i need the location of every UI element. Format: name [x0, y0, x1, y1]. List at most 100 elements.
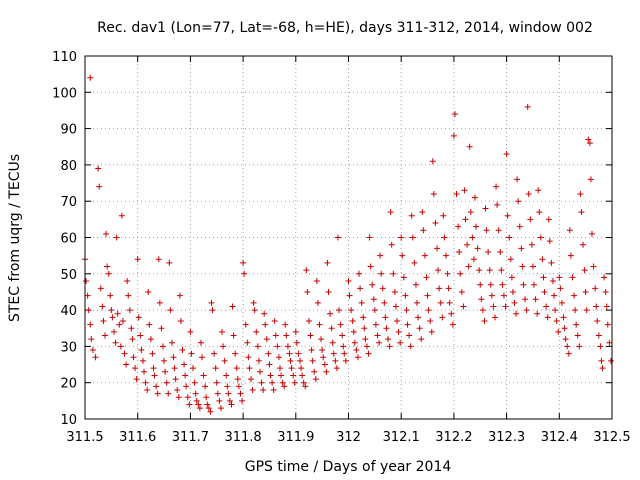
data-point — [92, 354, 99, 361]
data-point — [469, 234, 476, 241]
data-point — [379, 285, 386, 292]
data-point — [522, 296, 529, 303]
data-point — [603, 303, 610, 310]
data-point — [205, 405, 212, 412]
data-point — [499, 281, 506, 288]
data-point — [145, 288, 152, 295]
data-point — [490, 303, 497, 310]
data-point — [471, 194, 478, 201]
data-point — [340, 343, 347, 350]
data-point — [494, 201, 501, 208]
data-point — [464, 241, 471, 248]
data-point — [437, 299, 444, 306]
data-point — [272, 332, 279, 339]
data-point — [537, 234, 544, 241]
data-point — [261, 310, 268, 317]
data-point — [154, 390, 161, 397]
data-point — [495, 227, 502, 234]
data-point — [606, 339, 613, 346]
data-point — [492, 314, 499, 321]
data-point — [333, 365, 340, 372]
y-tick-label: 100 — [52, 86, 77, 101]
data-point — [518, 245, 525, 252]
data-point — [203, 394, 210, 401]
data-point — [192, 390, 199, 397]
x-tick-label: 312.5 — [593, 430, 630, 445]
data-point — [595, 332, 602, 339]
data-point — [498, 267, 505, 274]
data-point — [483, 227, 490, 234]
data-point — [208, 299, 215, 306]
data-point — [515, 198, 522, 205]
x-tick-label: 312.2 — [435, 430, 472, 445]
data-point — [114, 310, 121, 317]
data-point — [462, 216, 469, 223]
data-point — [190, 365, 197, 372]
data-point — [176, 292, 183, 299]
data-point — [561, 325, 568, 332]
data-point — [184, 394, 191, 401]
data-point — [366, 234, 373, 241]
axis-ticks: 311.5 311.6 311.7 311.8 311.9 312 312.1 312.2 31… — [52, 50, 630, 445]
data-point — [336, 307, 343, 314]
data-point — [607, 357, 614, 364]
data-point — [580, 241, 587, 248]
data-point — [141, 368, 148, 375]
data-point — [486, 267, 493, 274]
x-tick-label: 311.8 — [224, 430, 261, 445]
data-point — [256, 368, 263, 375]
data-point — [444, 270, 451, 277]
data-point — [266, 361, 273, 368]
data-point — [328, 325, 335, 332]
data-point — [481, 317, 488, 324]
data-point — [297, 357, 304, 364]
data-point — [345, 278, 352, 285]
data-point — [520, 281, 527, 288]
data-point — [436, 285, 443, 292]
data-point — [418, 336, 425, 343]
data-point — [574, 332, 581, 339]
data-point — [187, 328, 194, 335]
data-point — [457, 270, 464, 277]
data-point — [221, 357, 228, 364]
data-point — [255, 357, 262, 364]
data-point — [582, 288, 589, 295]
data-point — [356, 270, 363, 277]
data-point — [460, 303, 467, 310]
data-point — [121, 350, 128, 357]
data-point — [254, 343, 261, 350]
data-point — [372, 321, 379, 328]
data-point — [228, 401, 235, 408]
data-point — [516, 223, 523, 230]
data-point — [251, 307, 258, 314]
data-point — [182, 372, 189, 379]
data-point — [142, 379, 149, 386]
data-point — [156, 299, 163, 306]
x-axis-label: GPS time / Days of year 2014 — [245, 459, 452, 475]
data-point — [406, 332, 413, 339]
data-point — [313, 278, 320, 285]
data-point — [507, 256, 514, 263]
x-tick-label: 312.1 — [383, 430, 420, 445]
data-point — [369, 281, 376, 288]
data-point — [525, 190, 532, 197]
data-point — [191, 379, 198, 386]
data-point — [303, 267, 310, 274]
data-point — [212, 365, 219, 372]
data-point — [541, 288, 548, 295]
data-point — [139, 357, 146, 364]
data-point — [398, 234, 405, 241]
data-point — [527, 216, 534, 223]
data-point — [604, 321, 611, 328]
data-point — [275, 354, 282, 361]
data-point — [474, 245, 481, 252]
data-point — [105, 270, 112, 277]
data-point — [404, 321, 411, 328]
data-point — [363, 343, 370, 350]
data-point — [385, 336, 392, 343]
x-tick-label: 312 — [336, 430, 361, 445]
data-point — [553, 317, 560, 324]
data-point — [245, 354, 252, 361]
data-point — [374, 332, 381, 339]
data-point — [353, 347, 360, 354]
